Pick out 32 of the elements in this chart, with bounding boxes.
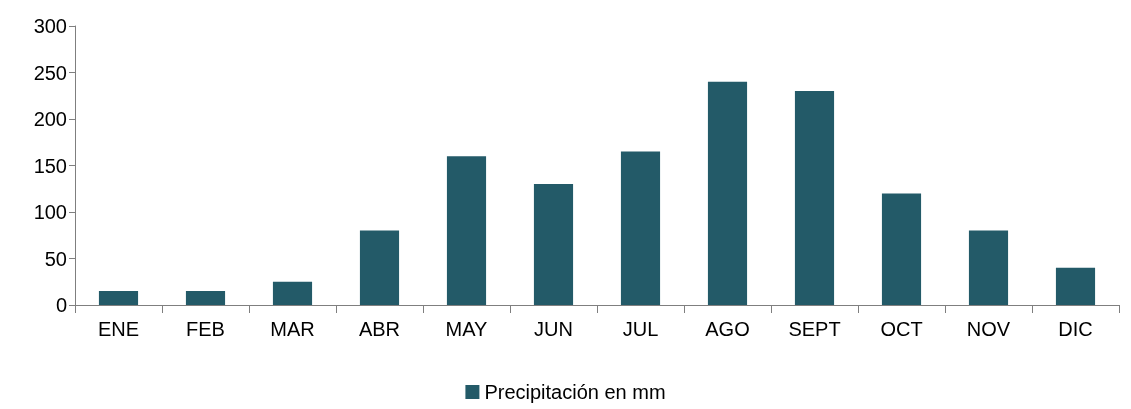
x-tick-label: MAR: [270, 318, 315, 340]
x-tick-label: AGO: [705, 318, 750, 340]
x-tick-label: OCT: [880, 318, 923, 340]
bar: [794, 91, 835, 305]
x-tick-label: DIC: [1058, 318, 1093, 340]
bar: [185, 291, 226, 305]
bar: [620, 151, 661, 305]
y-tick-label: 100: [33, 201, 67, 223]
bar: [533, 184, 574, 305]
y-tick-label: 250: [33, 61, 67, 84]
x-tick-label: ABR: [358, 318, 401, 340]
x-tick-label: JUL: [622, 318, 659, 340]
x-tick-label: MAY: [445, 318, 488, 340]
x-tick-label: NOV: [966, 318, 1011, 340]
y-tick-label: 300: [33, 15, 67, 37]
y-tick-label: 200: [33, 108, 67, 130]
bar: [446, 156, 487, 305]
bar: [968, 230, 1009, 305]
x-tick-label: JUN: [534, 318, 573, 340]
bar: [1055, 267, 1096, 305]
x-tick-label: FEB: [186, 318, 225, 340]
bar: [98, 291, 139, 305]
y-tick-label: 0: [55, 294, 67, 316]
x-tick-label: SEPT: [788, 318, 841, 340]
x-tick-label: ENE: [97, 318, 140, 340]
legend-label: Precipitación en mm: [484, 381, 666, 403]
bar: [881, 193, 922, 305]
bar: [272, 281, 313, 305]
bar: [707, 81, 748, 305]
y-tick-label: 150: [33, 154, 67, 177]
y-tick-label: 50: [44, 247, 67, 270]
bar: [359, 230, 400, 305]
